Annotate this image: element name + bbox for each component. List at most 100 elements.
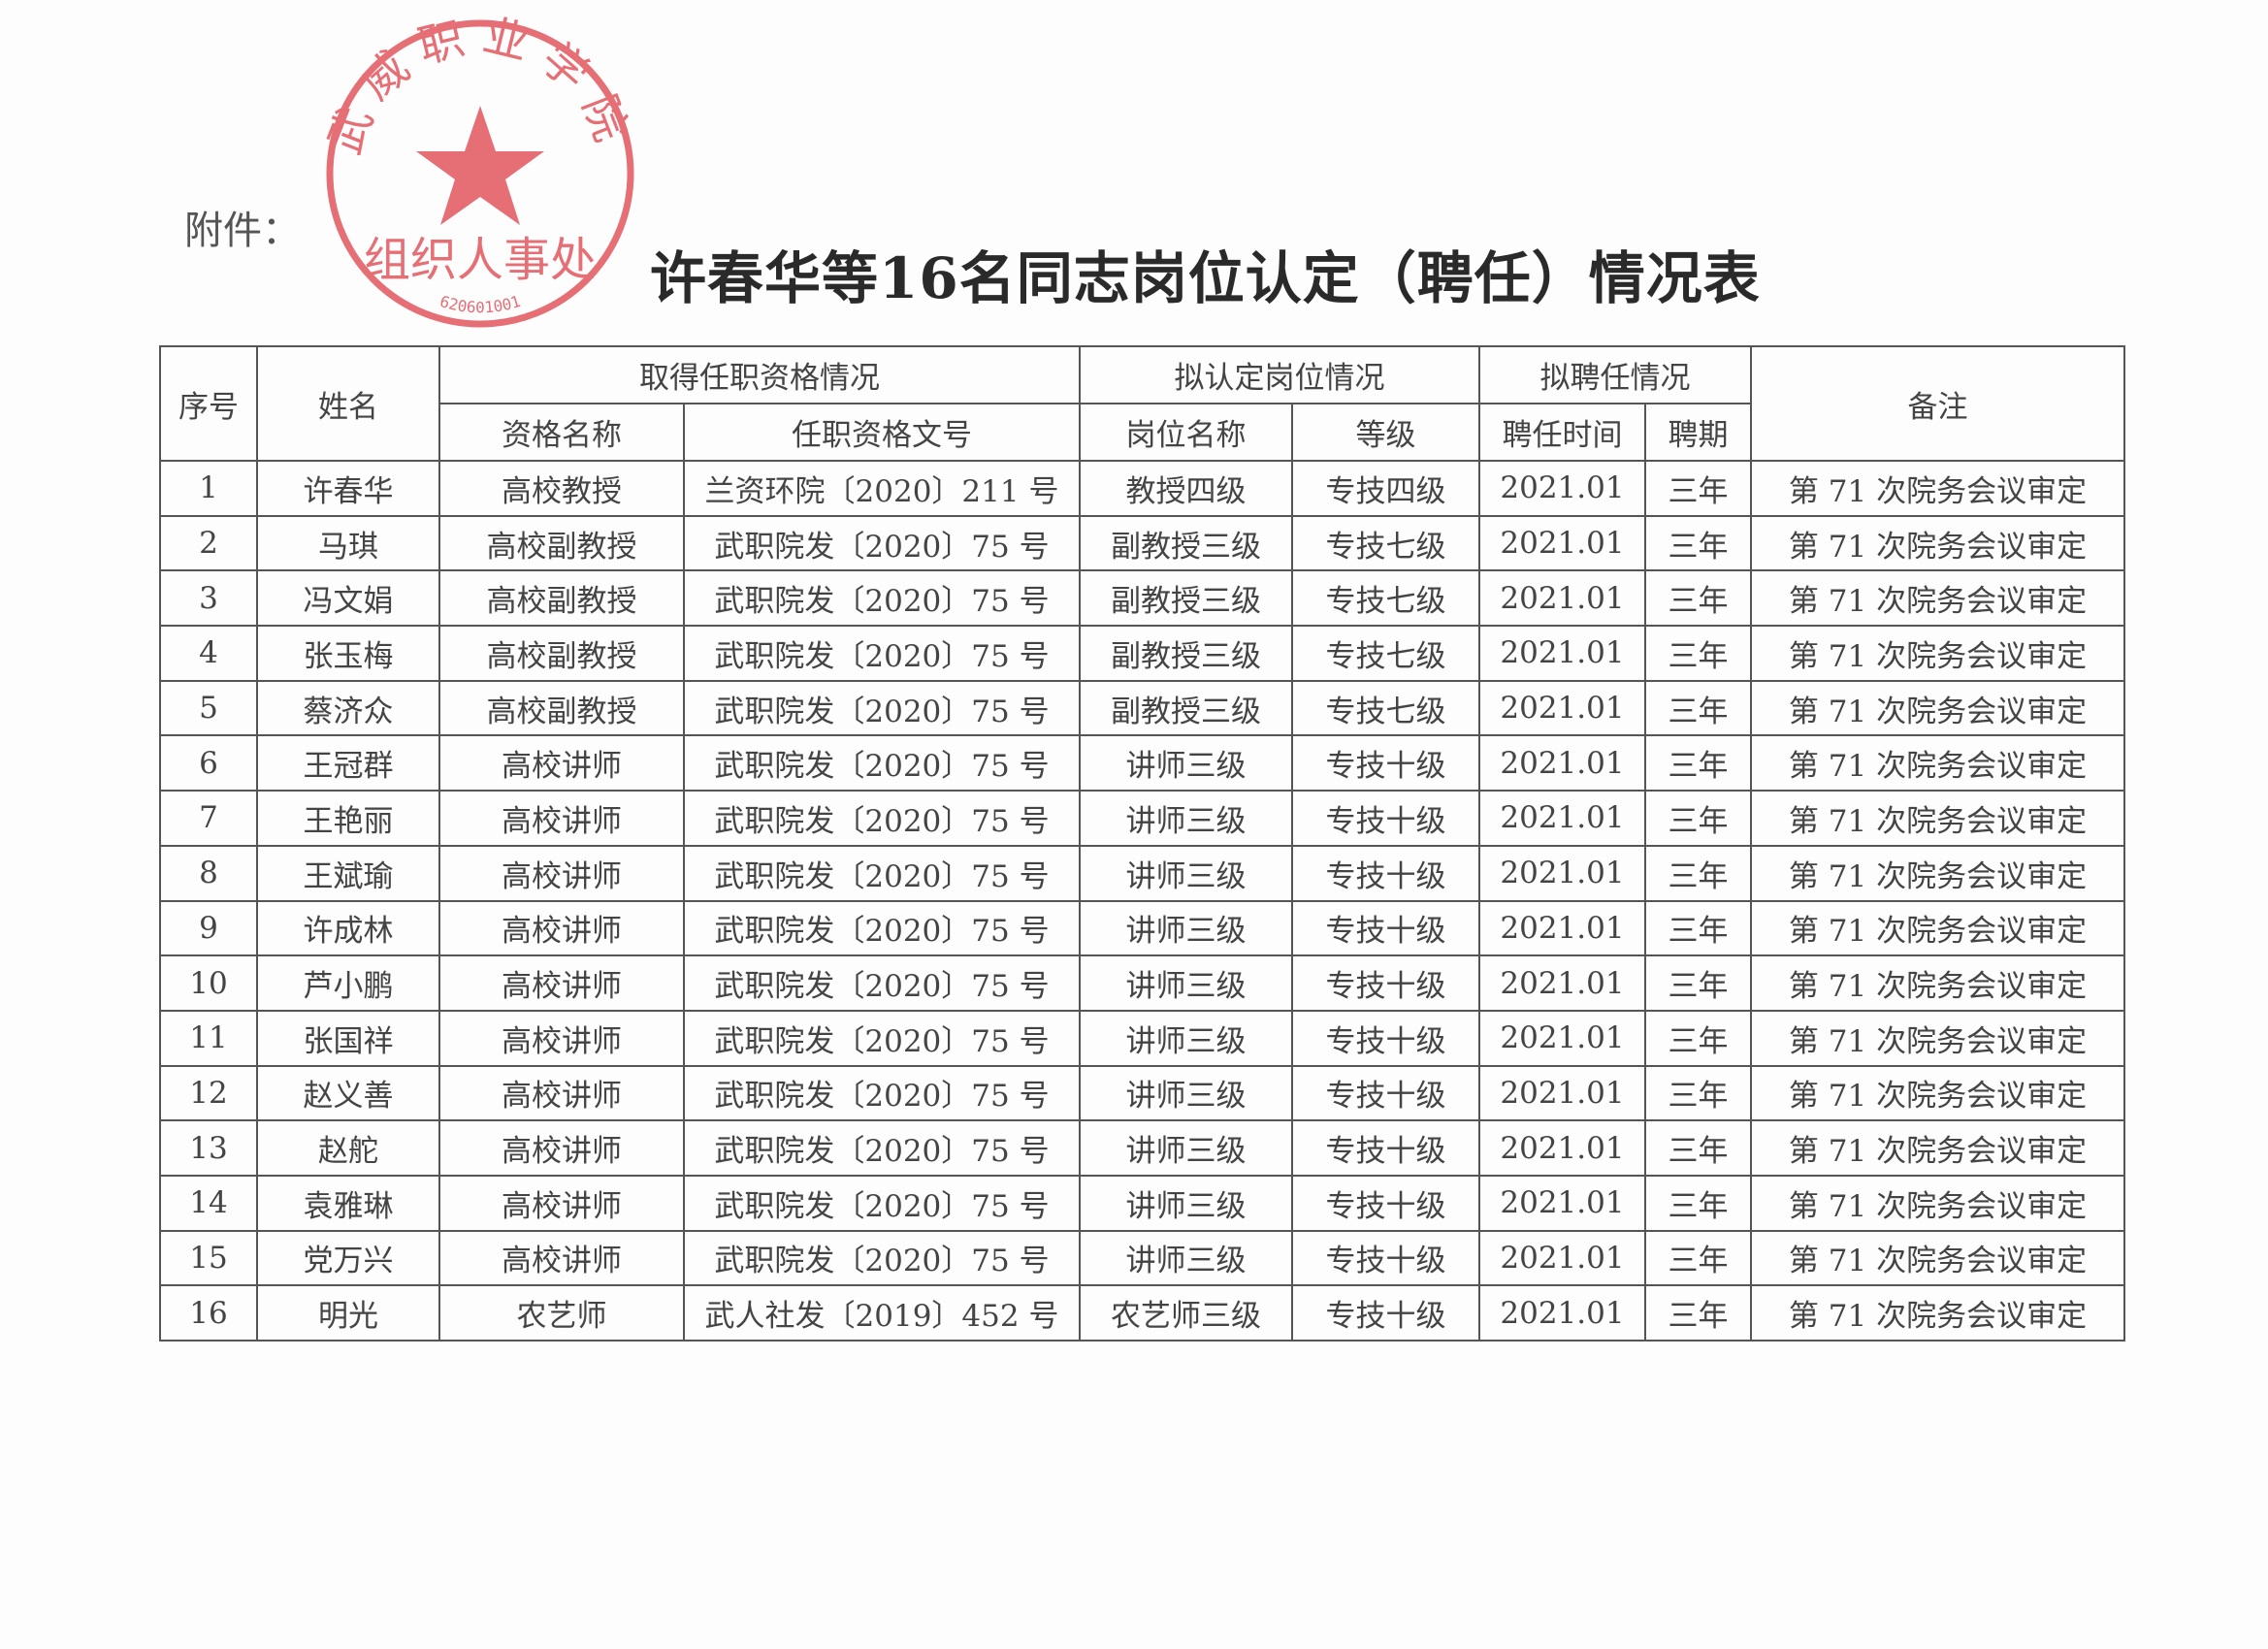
cell-employment-time: 2021.01 bbox=[1478, 569, 1646, 628]
cell-qualification-name: 高校讲师 bbox=[438, 1119, 685, 1177]
cell-term: 三年 bbox=[1644, 734, 1752, 792]
cell-position-name: 讲师三级 bbox=[1079, 954, 1293, 1012]
cell-qualification-doc: 武职院发〔2020〕75 号 bbox=[683, 1064, 1081, 1122]
cell-employment-time: 2021.01 bbox=[1478, 625, 1646, 682]
cell-remark: 第 71 次院务会议审定 bbox=[1750, 679, 2125, 737]
cell-qualification-doc: 武职院发〔2020〕75 号 bbox=[683, 1229, 1081, 1287]
cell-position-name: 副教授三级 bbox=[1079, 514, 1293, 572]
cell-term: 三年 bbox=[1644, 1009, 1752, 1067]
cell-qualification-name: 高校副教授 bbox=[438, 514, 685, 572]
cell-seq: 15 bbox=[159, 1229, 258, 1287]
cell-qualification-doc: 武职院发〔2020〕75 号 bbox=[683, 1119, 1081, 1177]
cell-term: 三年 bbox=[1644, 790, 1752, 847]
cell-seq: 2 bbox=[159, 514, 258, 572]
header-remark: 备注 bbox=[1750, 345, 2125, 462]
cell-qualification-doc: 武职院发〔2020〕75 号 bbox=[683, 1009, 1081, 1067]
cell-remark: 第 71 次院务会议审定 bbox=[1750, 625, 2125, 682]
cell-qualification-doc: 武职院发〔2020〕75 号 bbox=[683, 679, 1081, 737]
cell-qualification-doc: 武职院发〔2020〕75 号 bbox=[683, 844, 1081, 902]
page-title: 许春华等16名同志岗位认定（聘任）情况表 bbox=[650, 245, 1761, 311]
table-row: 9 许成林 高校讲师 武职院发〔2020〕75 号讲师三级 专技十级 2021.01 三年第… bbox=[159, 899, 2125, 957]
cell-seq: 7 bbox=[159, 790, 258, 847]
table-row: 14 袁雅琳 高校讲师 武职院发〔2020〕75 号讲师三级 专技十级 2021.01 三年… bbox=[159, 1174, 2125, 1232]
cell-grade: 专技十级 bbox=[1291, 1119, 1480, 1177]
cell-position-name: 讲师三级 bbox=[1079, 790, 1293, 847]
cell-seq: 4 bbox=[159, 625, 258, 682]
cell-position-name: 讲师三级 bbox=[1079, 1174, 1293, 1232]
cell-grade: 专技七级 bbox=[1291, 569, 1480, 628]
cell-name: 许成林 bbox=[256, 899, 440, 957]
cell-employment-time: 2021.01 bbox=[1478, 514, 1646, 572]
table-row: 1 许春华 高校教授 兰资环院〔2020〕211 号教授四级 专技四级 2021.01 三年… bbox=[159, 460, 2125, 517]
cell-qualification-name: 高校讲师 bbox=[438, 899, 685, 957]
cell-name: 张玉梅 bbox=[256, 625, 440, 682]
cell-grade: 专技十级 bbox=[1291, 1284, 1480, 1342]
cell-grade: 专技十级 bbox=[1291, 1174, 1480, 1232]
attachment-label: 附件： bbox=[184, 209, 301, 253]
cell-seq: 9 bbox=[159, 899, 258, 957]
cell-employment-time: 2021.01 bbox=[1478, 679, 1646, 737]
cell-position-name: 讲师三级 bbox=[1079, 1009, 1293, 1067]
table-row: 12 赵义善 高校讲师 武职院发〔2020〕75 号讲师三级 专技十级 2021.01 三年… bbox=[159, 1064, 2125, 1122]
table-row: 11 张国祥 高校讲师 武职院发〔2020〕75 号讲师三级 专技十级 2021.01 三年… bbox=[159, 1009, 2125, 1067]
cell-remark: 第 71 次院务会议审定 bbox=[1750, 954, 2125, 1012]
cell-position-name: 讲师三级 bbox=[1079, 1119, 1293, 1177]
cell-grade: 专技十级 bbox=[1291, 1009, 1480, 1067]
cell-position-name: 讲师三级 bbox=[1079, 899, 1293, 957]
cell-qualification-name: 高校讲师 bbox=[438, 790, 685, 847]
cell-qualification-name: 高校副教授 bbox=[438, 625, 685, 682]
cell-term: 三年 bbox=[1644, 1119, 1752, 1177]
cell-grade: 专技十级 bbox=[1291, 1064, 1480, 1122]
cell-grade: 专技十级 bbox=[1291, 734, 1480, 792]
header-name: 姓名 bbox=[256, 345, 440, 462]
cell-qualification-doc: 武职院发〔2020〕75 号 bbox=[683, 514, 1081, 572]
cell-seq: 6 bbox=[159, 734, 258, 792]
cell-position-name: 讲师三级 bbox=[1079, 1229, 1293, 1287]
cell-remark: 第 71 次院务会议审定 bbox=[1750, 1009, 2125, 1067]
cell-name: 袁雅琳 bbox=[256, 1174, 440, 1232]
cell-remark: 第 71 次院务会议审定 bbox=[1750, 1174, 2125, 1232]
header-qualification-group: 取得任职资格情况 bbox=[438, 345, 1081, 404]
cell-remark: 第 71 次院务会议审定 bbox=[1750, 899, 2125, 957]
table-row: 3 冯文娟 高校副教授 武职院发〔2020〕75 号副教授三级 专技七级 2021.01 三… bbox=[159, 569, 2125, 628]
cell-position-name: 讲师三级 bbox=[1079, 734, 1293, 792]
cell-employment-time: 2021.01 bbox=[1478, 1064, 1646, 1122]
cell-employment-time: 2021.01 bbox=[1478, 1284, 1646, 1342]
cell-grade: 专技七级 bbox=[1291, 514, 1480, 572]
table-row: 16 明光 农艺师 武人社发〔2019〕452 号农艺师三级 专技十级 2021.01 三年… bbox=[159, 1284, 2125, 1342]
table-row: 13 赵舵 高校讲师 武职院发〔2020〕75 号讲师三级 专技十级 2021.01 三年第… bbox=[159, 1119, 2125, 1177]
cell-seq: 10 bbox=[159, 954, 258, 1012]
seal-number: 620601001 bbox=[437, 292, 523, 316]
cell-qualification-name: 高校讲师 bbox=[438, 734, 685, 792]
cell-seq: 8 bbox=[159, 844, 258, 902]
cell-position-name: 副教授三级 bbox=[1079, 569, 1293, 628]
table-row: 15 党万兴 高校讲师 武职院发〔2020〕75 号讲师三级 专技十级 2021.01 三年… bbox=[159, 1229, 2125, 1287]
cell-term: 三年 bbox=[1644, 679, 1752, 737]
cell-seq: 14 bbox=[159, 1174, 258, 1232]
cell-term: 三年 bbox=[1644, 460, 1752, 517]
cell-employment-time: 2021.01 bbox=[1478, 899, 1646, 957]
table-row: 8 王斌瑜 高校讲师 武职院发〔2020〕75 号讲师三级 专技十级 2021.01 三年第… bbox=[159, 844, 2125, 902]
cell-qualification-doc: 武职院发〔2020〕75 号 bbox=[683, 790, 1081, 847]
table-row: 6 王冠群 高校讲师 武职院发〔2020〕75 号讲师三级 专技十级 2021.01 三年第… bbox=[159, 734, 2125, 792]
cell-employment-time: 2021.01 bbox=[1478, 1174, 1646, 1232]
seal-bottom-text: 组织人事处 bbox=[364, 233, 597, 287]
cell-qualification-doc: 武职院发〔2020〕75 号 bbox=[683, 734, 1081, 792]
cell-term: 三年 bbox=[1644, 514, 1752, 572]
header-grade: 等级 bbox=[1291, 403, 1480, 462]
header-seq: 序号 bbox=[159, 345, 258, 462]
cell-grade: 专技十级 bbox=[1291, 1229, 1480, 1287]
cell-name: 蔡济众 bbox=[256, 679, 440, 737]
cell-seq: 11 bbox=[159, 1009, 258, 1067]
cell-remark: 第 71 次院务会议审定 bbox=[1750, 1064, 2125, 1122]
cell-grade: 专技四级 bbox=[1291, 460, 1480, 517]
seal-ring bbox=[326, 19, 634, 328]
cell-qualification-name: 高校讲师 bbox=[438, 1009, 685, 1067]
cell-name: 赵舵 bbox=[256, 1119, 440, 1177]
cell-grade: 专技十级 bbox=[1291, 954, 1480, 1012]
seal-star-icon bbox=[416, 106, 544, 225]
table-row: 4 张玉梅 高校副教授 武职院发〔2020〕75 号副教授三级 专技七级 2021.01 三… bbox=[159, 625, 2125, 682]
table-row: 10 芦小鹏 高校讲师 武职院发〔2020〕75 号讲师三级 专技十级 2021.01 三年… bbox=[159, 954, 2125, 1012]
cell-position-name: 副教授三级 bbox=[1079, 625, 1293, 682]
cell-employment-time: 2021.01 bbox=[1478, 734, 1646, 792]
